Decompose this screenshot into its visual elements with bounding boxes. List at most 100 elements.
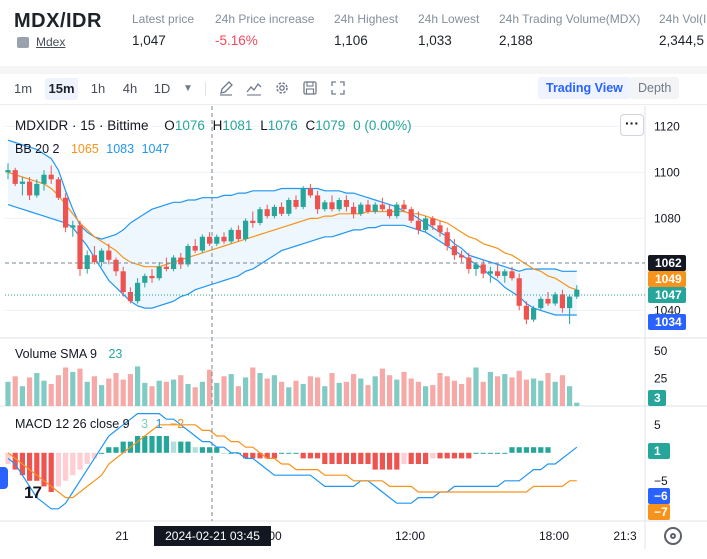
- macd-histogram-bar: [178, 441, 184, 453]
- candle-body: [178, 257, 184, 265]
- stat-value: 1,033: [418, 33, 452, 48]
- macd-histogram-bar: [192, 447, 198, 453]
- candle-body: [487, 271, 493, 274]
- macd-histogram-bar: [401, 452, 407, 464]
- volume-bar: [84, 381, 90, 406]
- stat-24h-high: 24h Highest 1,106: [334, 12, 398, 48]
- candle-body: [538, 298, 544, 309]
- macd-histogram-bar: [135, 436, 141, 453]
- volume-bar: [63, 367, 69, 406]
- price-tick-label: 1080: [654, 211, 681, 225]
- volume-bar: [574, 402, 580, 406]
- volume-bar: [567, 386, 573, 406]
- exchange-link[interactable]: Mdex: [36, 35, 66, 49]
- time-tick-label: 18:00: [539, 529, 569, 543]
- timeframe-1h[interactable]: 1h: [90, 81, 106, 96]
- timeframe-15m[interactable]: 15m: [45, 78, 78, 100]
- volume-bar: [444, 376, 450, 406]
- volume-bar: [480, 381, 486, 406]
- candle-body: [55, 179, 61, 198]
- candle-body: [257, 209, 263, 223]
- stat-24h-vol-idr: 24h Vol(IDR) 2,344,5: [659, 12, 707, 48]
- price-badge: [648, 314, 686, 330]
- candle-body: [552, 294, 558, 304]
- volume-bar: [19, 386, 25, 406]
- volume-bar: [27, 377, 33, 406]
- candle-body: [358, 204, 364, 214]
- pencil-icon[interactable]: [217, 80, 235, 98]
- timeframe-1d[interactable]: 1D: [153, 81, 171, 96]
- macd-line: [7, 413, 578, 510]
- volume-bar: [307, 376, 313, 406]
- volume-bar: [235, 386, 241, 406]
- settings-icon[interactable]: [273, 80, 291, 98]
- stat-label: 24h Trading Volume(MDX): [499, 12, 641, 26]
- price-badge: [648, 255, 686, 271]
- candle-body: [63, 197, 69, 228]
- candle-body: [149, 275, 155, 279]
- save-icon[interactable]: [301, 80, 319, 98]
- candle-body: [394, 204, 400, 217]
- stat-24h-volume: 24h Trading Volume(MDX) 2,188: [499, 12, 640, 48]
- macd-histogram-bar: [84, 452, 90, 464]
- volume-label: Volume SMA 9: [15, 347, 97, 361]
- price-badge-label: 1047: [655, 288, 682, 302]
- volume-bar: [286, 387, 292, 406]
- volume-bar: [250, 367, 256, 406]
- candle-body: [545, 298, 551, 304]
- macd-signal-value: −2: [170, 417, 185, 431]
- volume-bar: [34, 373, 40, 406]
- volume-bar: [487, 371, 493, 406]
- chevron-down-icon[interactable]: ▼: [183, 83, 193, 94]
- sidebar-toggle[interactable]: [0, 467, 8, 489]
- macd-histogram-bar: [343, 452, 349, 464]
- volume-bar: [91, 376, 97, 406]
- macd-badge-label: 1: [654, 444, 661, 458]
- volume-bar: [149, 386, 155, 406]
- bb-band-fill: [8, 140, 577, 315]
- candle-body: [423, 218, 429, 230]
- macd-histogram-bar: [451, 452, 457, 459]
- timeframe-1m[interactable]: 1m: [13, 81, 33, 96]
- candle-body: [531, 308, 537, 320]
- trading-view-tab[interactable]: Trading View: [538, 77, 631, 99]
- volume-bar: [135, 366, 141, 406]
- settings-icon[interactable]: [664, 527, 682, 545]
- stat-label: 24h Vol(IDR): [659, 12, 707, 26]
- bb-upper-line: [7, 139, 577, 272]
- candle-body: [127, 292, 133, 302]
- indicator-icon[interactable]: [245, 80, 263, 98]
- candle-body: [41, 174, 47, 184]
- macd-histogram-bar: [156, 436, 162, 453]
- more-options-button[interactable]: ···: [620, 114, 644, 136]
- pair-title: MDX/IDR: [14, 10, 102, 32]
- bb-upper-value: 1083: [106, 142, 135, 156]
- chart-toolbar: 1m 15m 1h 4h 1D ▼ Trading View Depth: [0, 74, 707, 104]
- depth-tab[interactable]: Depth: [630, 77, 680, 99]
- macd-histogram-bar: [221, 452, 227, 454]
- macd-histogram-bar: [257, 452, 263, 459]
- macd-histogram-bar: [531, 447, 537, 453]
- volume-bar: [142, 382, 148, 406]
- macd-histogram-bar: [329, 452, 335, 464]
- macd-histogram-bar: [466, 452, 472, 459]
- candle-body: [300, 188, 306, 207]
- volume-bar: [437, 373, 443, 406]
- candle-body: [307, 188, 313, 196]
- macd-histogram-bar: [77, 452, 83, 470]
- fullscreen-icon[interactable]: [329, 80, 347, 98]
- tradingview-logo[interactable]: 17: [24, 483, 42, 502]
- macd-histogram-bar: [300, 452, 306, 459]
- volume-bar: [516, 370, 522, 406]
- candle-body: [192, 246, 198, 251]
- volume-bar: [55, 375, 61, 406]
- macd-histogram-bar: [120, 441, 126, 453]
- timeframe-4h[interactable]: 4h: [122, 81, 138, 96]
- macd-legend: MACD 12 26 close 9 3 1 −2: [15, 417, 184, 431]
- macd-histogram-bar: [286, 452, 292, 454]
- candle-body: [415, 220, 421, 230]
- toolbar-separator: [205, 82, 206, 96]
- macd-histogram-bar: [41, 452, 47, 487]
- volume-bar: [99, 385, 105, 406]
